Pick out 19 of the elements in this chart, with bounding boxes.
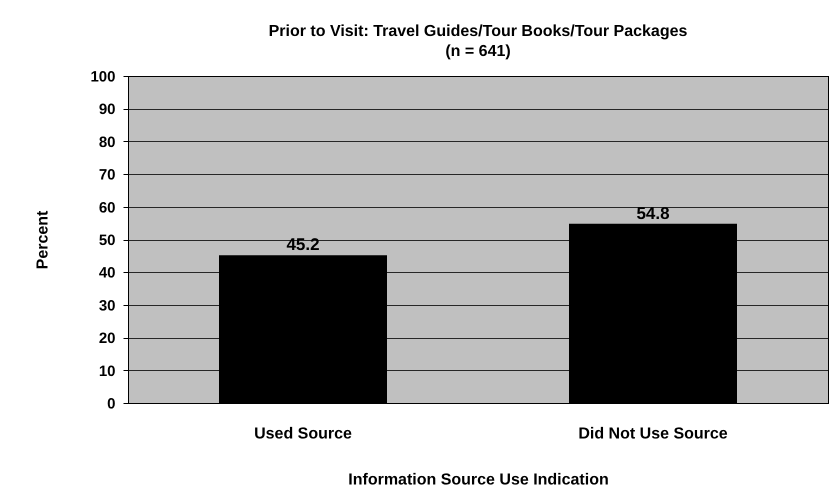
y-tick-label: 50	[98, 232, 116, 249]
y-tick-label: 70	[98, 166, 116, 184]
y-tick-label: 100	[90, 68, 116, 86]
y-tick-label: 80	[98, 134, 116, 151]
chart-title: Prior to Visit: Travel Guides/Tour Books/Tour Packages	[268, 23, 688, 40]
x-tick-label: Did Not Use Source	[578, 426, 728, 442]
chart-subtitle: (n = 641)	[445, 43, 511, 60]
x-axis-title: Information Source Use Indication	[348, 472, 609, 488]
y-tick-label: 10	[98, 362, 116, 380]
y-tick-label: 0	[107, 396, 116, 412]
y-tick-label: 30	[98, 297, 116, 314]
x-tick-label: Used Source	[254, 426, 352, 442]
y-tick-label: 90	[98, 101, 116, 118]
data-label: 54.8	[636, 204, 670, 223]
y-tick-label: 60	[98, 199, 116, 216]
y-tick-label: 20	[98, 330, 116, 348]
y-axis-title: Percent	[34, 210, 52, 270]
data-label: 45.2	[286, 235, 320, 254]
y-tick-label: 40	[98, 264, 116, 282]
